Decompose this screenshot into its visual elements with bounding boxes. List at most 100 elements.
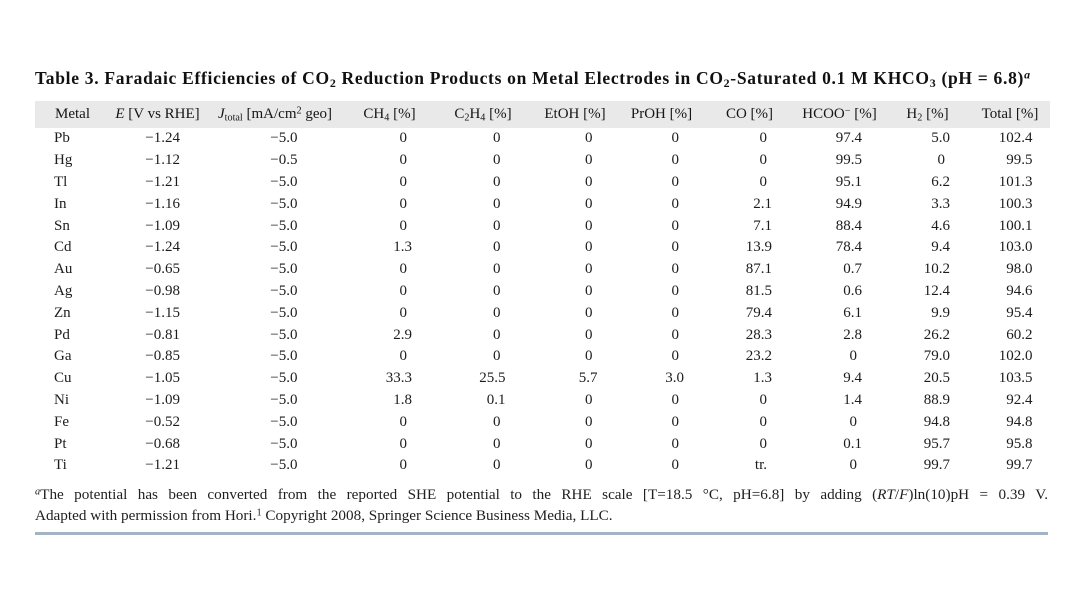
value-cell: 92.4 xyxy=(970,390,1050,412)
table-row: Ti −1.21 −5.0 0 0 0 0 tr. 0 99.7 99.7 xyxy=(35,455,1050,477)
value-cell: −5.0 xyxy=(205,193,345,215)
value-cell: 79.4 xyxy=(705,302,794,324)
cell-value: 0 xyxy=(671,304,680,321)
cell-value: 0 xyxy=(493,217,501,234)
cell-value: −5.0 xyxy=(270,130,298,147)
value-cell: −5.0 xyxy=(205,215,345,237)
cell-value: 95.1 xyxy=(835,173,862,190)
value-cell: 0 xyxy=(345,433,434,455)
cell-value: −0.81 xyxy=(145,326,180,343)
cell-value: 0 xyxy=(493,326,501,343)
value-cell: 95.1 xyxy=(794,172,885,194)
value-cell: −5.0 xyxy=(205,433,345,455)
value-cell: 0 xyxy=(532,346,618,368)
cell-value: 0 xyxy=(585,217,593,234)
value-cell: 0 xyxy=(345,302,434,324)
cell-value: 0 xyxy=(493,173,501,190)
cell-value: 1.3 xyxy=(393,239,412,256)
value-cell: 94.9 xyxy=(794,193,885,215)
cell-value: 88.9 xyxy=(923,391,950,408)
cell-value: −1.15 xyxy=(145,304,180,321)
cell-value: 0 xyxy=(759,130,768,147)
value-cell: 6.2 xyxy=(885,172,970,194)
cell-value: 0 xyxy=(671,152,680,169)
table-row: Pb −1.24 −5.0 0 0 0 0 0 97.4 5.0 102.4 xyxy=(35,128,1050,150)
cell-value: 81.5 xyxy=(745,282,772,299)
cell-value: 99.5 xyxy=(835,152,862,169)
cell-value: −1.21 xyxy=(145,457,180,474)
value-cell: 0 xyxy=(532,215,618,237)
cell-value: 10.2 xyxy=(923,261,950,278)
cell-value: −5.0 xyxy=(270,173,298,190)
value-cell: 99.7 xyxy=(970,455,1050,477)
table-row: Zn −1.15 −5.0 0 0 0 0 79.4 6.1 9.9 95.4 xyxy=(35,302,1050,324)
value-cell: 0 xyxy=(345,455,434,477)
table-row: Ga −0.85 −5.0 0 0 0 0 23.2 0 79.0 102.0 xyxy=(35,346,1050,368)
cell-value: 0 xyxy=(399,152,408,169)
cell-value: 5.0 xyxy=(931,130,950,147)
value-cell: −5.0 xyxy=(205,455,345,477)
value-cell: 1.4 xyxy=(794,390,885,412)
table-row: In −1.16 −5.0 0 0 0 0 2.1 94.9 3.3 100.3 xyxy=(35,193,1050,215)
cell-value: −1.24 xyxy=(145,239,180,256)
value-cell: −5.0 xyxy=(205,259,345,281)
value-cell: 7.1 xyxy=(705,215,794,237)
cell-value: 0 xyxy=(671,326,680,343)
value-cell: 4.6 xyxy=(885,215,970,237)
value-cell: 0 xyxy=(618,150,705,172)
cell-value: tr. xyxy=(754,457,767,474)
cell-value: 99.7 xyxy=(923,457,950,474)
table-row: Hg −1.12 −0.5 0 0 0 0 0 99.5 0 99.5 xyxy=(35,150,1050,172)
value-cell: 0 xyxy=(345,193,434,215)
column-header-total: Total [%] xyxy=(981,106,1039,122)
value-cell: 0 xyxy=(618,215,705,237)
value-cell: 9.4 xyxy=(885,237,970,259)
value-cell: 0 xyxy=(618,259,705,281)
value-cell: −5.0 xyxy=(205,390,345,412)
value-cell: 95.8 xyxy=(970,433,1050,455)
value-cell: 28.3 xyxy=(705,324,794,346)
cell-value: 0 xyxy=(493,348,501,365)
value-cell: −5.0 xyxy=(205,411,345,433)
value-cell: −5.0 xyxy=(205,281,345,303)
cell-value: 2.1 xyxy=(753,195,772,212)
header-row: Metal E [V vs RHE] Jtotal [mA/cm2 geo] CH4 … xyxy=(35,101,1050,128)
page: Table 3. Faradaic Efficiencies of CO2 Re… xyxy=(35,68,1050,535)
cell-value: 0 xyxy=(493,435,501,452)
column-header-j-total: Jtotal [mA/cm2 geo] xyxy=(217,105,333,124)
value-cell: 12.4 xyxy=(885,281,970,303)
cell-value: 0 xyxy=(399,195,408,212)
metal-cell: Sn xyxy=(54,217,70,234)
value-cell: 0 xyxy=(532,281,618,303)
cell-value: 0 xyxy=(849,348,858,365)
cell-value: 2.8 xyxy=(843,326,862,343)
cell-value: 95.8 xyxy=(1006,435,1033,452)
value-cell: 5.0 xyxy=(885,128,970,150)
value-cell: 0 xyxy=(618,411,705,433)
cell-value: −5.0 xyxy=(270,304,298,321)
table-row: Fe −0.52 −5.0 0 0 0 0 0 0 94.8 94.8 xyxy=(35,411,1050,433)
metal-cell: Cu xyxy=(54,370,72,387)
metal-cell: Ti xyxy=(54,457,67,474)
value-cell: −1.09 xyxy=(110,390,205,412)
cell-value: 94.8 xyxy=(1006,413,1033,430)
cell-value: −0.52 xyxy=(145,413,180,430)
value-cell: −5.0 xyxy=(205,302,345,324)
cell-value: 79.0 xyxy=(923,348,950,365)
cell-value: 9.4 xyxy=(931,239,950,256)
value-cell: 9.4 xyxy=(794,368,885,390)
value-cell: 103.0 xyxy=(970,237,1050,259)
value-cell: 0 xyxy=(532,150,618,172)
value-cell: 5.7 xyxy=(532,368,618,390)
value-cell: 0 xyxy=(345,259,434,281)
value-cell: 3.0 xyxy=(618,368,705,390)
column-header-e-v-vs-rhe: E [V vs RHE] xyxy=(115,106,200,122)
value-cell: 2.1 xyxy=(705,193,794,215)
value-cell: 0 xyxy=(345,346,434,368)
cell-value: 0 xyxy=(585,435,593,452)
cell-value: 0 xyxy=(399,282,408,299)
value-cell: 0 xyxy=(532,259,618,281)
cell-value: −5.0 xyxy=(270,239,298,256)
cell-value: 0 xyxy=(585,348,593,365)
value-cell: −5.0 xyxy=(205,346,345,368)
